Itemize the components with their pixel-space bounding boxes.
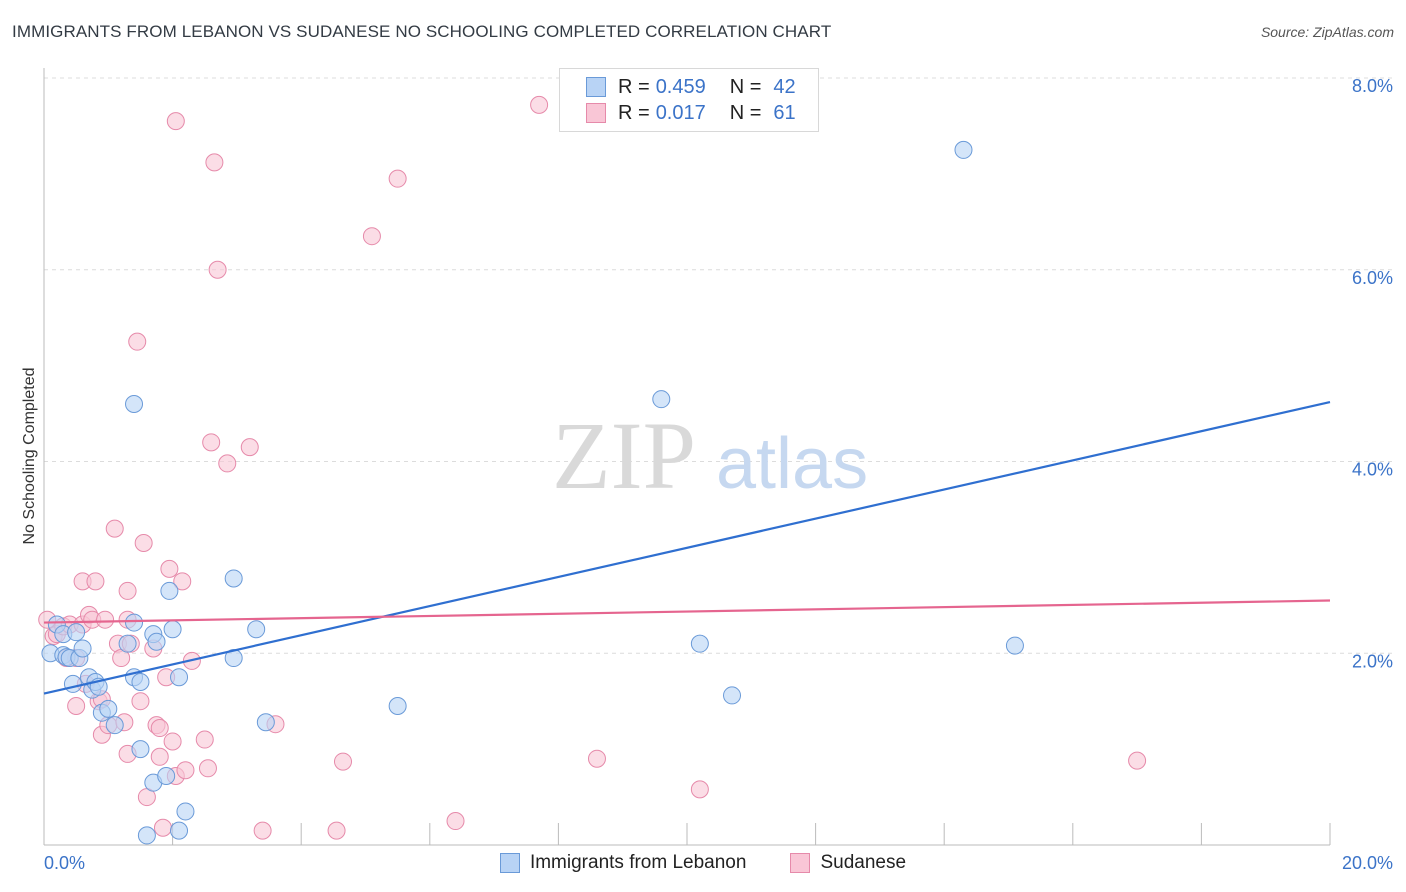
legend-n-label: N = <box>729 75 762 98</box>
legend-n-label: N = <box>729 101 762 124</box>
lebanon-point <box>247 620 266 639</box>
sudanese-point <box>205 153 224 172</box>
sudanese-point <box>105 519 124 538</box>
data-points <box>38 95 1147 845</box>
lebanon-trend-line <box>43 400 1331 695</box>
lebanon-point <box>63 674 82 693</box>
watermark-atlas: atlas <box>716 424 868 504</box>
sudanese-trend-line <box>43 599 1331 624</box>
legend-swatch-pink <box>586 103 606 123</box>
y-tick-label: 8.0% <box>1352 76 1393 96</box>
lebanon-point <box>652 390 671 409</box>
sudanese-point <box>530 95 549 114</box>
trend-lines <box>43 400 1331 695</box>
lebanon-point <box>131 740 150 759</box>
lebanon-point <box>170 821 189 840</box>
sudanese-point <box>118 581 137 600</box>
lebanon-point <box>99 699 118 718</box>
lebanon-point <box>690 634 709 653</box>
sudanese-point <box>166 112 185 131</box>
legend-n-value: 42 <box>773 75 796 98</box>
lebanon-point <box>73 639 92 658</box>
legend-r-value: 0.017 <box>655 101 706 124</box>
source-label: Source: ZipAtlas.com <box>1260 24 1394 40</box>
series-swatch-pink <box>790 853 811 873</box>
legend-r-label: R = <box>618 75 650 98</box>
lebanon-point <box>131 673 150 692</box>
sudanese-point <box>218 454 237 473</box>
lebanon-point <box>224 569 243 588</box>
grid-lines <box>44 77 1392 654</box>
sudanese-point <box>198 759 217 778</box>
sudanese-point <box>160 559 179 578</box>
sudanese-point <box>446 812 465 831</box>
lebanon-point <box>723 686 742 705</box>
sudanese-point <box>333 752 352 771</box>
lebanon-point <box>67 623 86 642</box>
sudanese-point <box>153 818 172 837</box>
sudanese-point <box>388 169 407 188</box>
sudanese-point <box>690 780 709 799</box>
y-tick-label: 6.0% <box>1352 268 1393 288</box>
sudanese-point <box>327 821 346 840</box>
lebanon-point <box>170 668 189 687</box>
lebanon-point <box>125 613 144 632</box>
lebanon-point <box>160 581 179 600</box>
lebanon-point <box>388 696 407 715</box>
sudanese-point <box>134 533 153 552</box>
sudanese-point <box>86 572 105 591</box>
sudanese-point <box>67 696 86 715</box>
sudanese-point <box>173 572 192 591</box>
sudanese-point <box>362 227 381 246</box>
series-label-lebanon: Immigrants from Lebanon <box>529 852 747 873</box>
sudanese-point <box>195 730 214 749</box>
x-tick-label-max: 20.0% <box>1342 853 1393 873</box>
tick-labels: 2.0% 4.0% 6.0% 8.0% 0.0% 20.0% <box>44 76 1393 873</box>
series-legend: Immigrants from Lebanon Sudanese <box>0 852 1406 874</box>
sudanese-point <box>202 433 221 452</box>
lebanon-point <box>137 826 156 845</box>
sudanese-point <box>163 732 182 751</box>
sudanese-point <box>128 332 147 351</box>
lebanon-point <box>147 632 166 651</box>
lebanon-point <box>176 802 195 821</box>
series-swatch-blue <box>499 853 520 873</box>
lebanon-point <box>1005 636 1024 655</box>
y-tick-label: 4.0% <box>1352 460 1393 480</box>
sudanese-point <box>96 610 115 629</box>
legend-r-value: 0.459 <box>655 75 706 98</box>
x-tick-label-min: 0.0% <box>44 853 85 873</box>
chart-title: IMMIGRANTS FROM LEBANON VS SUDANESE NO S… <box>12 22 832 41</box>
sudanese-point <box>150 747 169 766</box>
y-tick-label: 2.0% <box>1352 651 1393 671</box>
watermark-zip: ZIP <box>552 402 696 509</box>
legend-swatch-blue <box>586 77 606 97</box>
series-legend-sudanese[interactable]: Sudanese <box>790 852 906 874</box>
lebanon-point <box>118 634 137 653</box>
sudanese-point <box>1128 751 1147 770</box>
lebanon-point <box>105 716 124 735</box>
legend-r-label: R = <box>618 101 650 124</box>
series-legend-lebanon[interactable]: Immigrants from Lebanon <box>499 852 747 874</box>
legend-row-lebanon: R = 0.459 N = 42 <box>586 74 796 100</box>
lebanon-point <box>163 620 182 639</box>
axes <box>43 68 1331 846</box>
watermark: ZIP atlas <box>552 402 868 509</box>
sudanese-point <box>587 749 606 768</box>
sudanese-point <box>240 438 259 457</box>
legend-row-sudanese: R = 0.017 N = 61 <box>586 100 796 126</box>
sudanese-point <box>176 761 195 780</box>
lebanon-point <box>125 394 144 413</box>
lebanon-point <box>954 140 973 159</box>
sudanese-point <box>208 260 227 279</box>
legend-n-value: 61 <box>773 101 796 124</box>
lebanon-point <box>256 713 275 732</box>
sudanese-point <box>131 692 150 711</box>
series-label-sudanese: Sudanese <box>820 852 907 873</box>
sudanese-point <box>150 719 169 738</box>
lebanon-point <box>157 766 176 785</box>
correlation-legend: R = 0.459 N = 42 R = 0.017 N = 61 <box>559 68 819 132</box>
sudanese-point <box>253 821 272 840</box>
